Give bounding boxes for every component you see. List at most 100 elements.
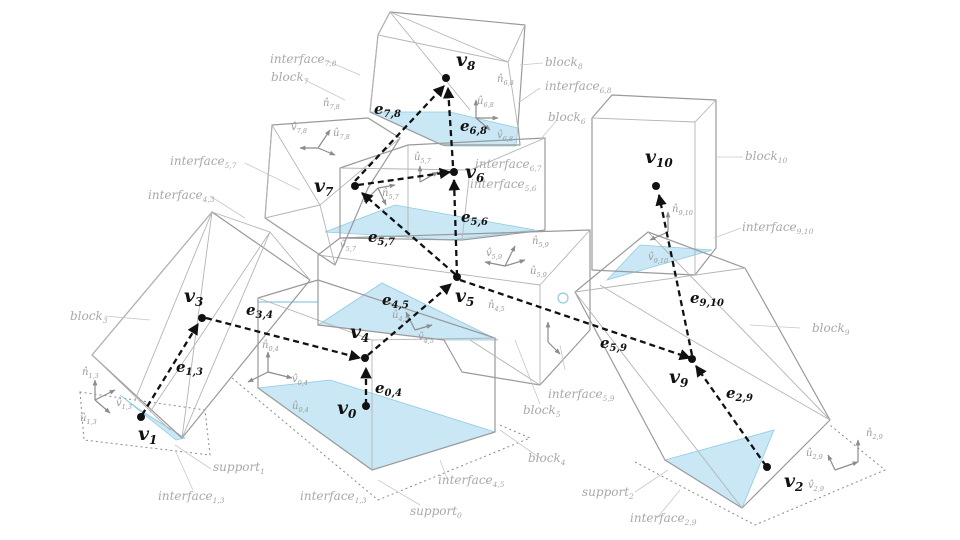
block-10-label: block10 [745, 149, 788, 165]
axis-n-1-3-label: n̂1,3 [82, 367, 99, 380]
edge-6-8 [442, 86, 455, 167]
interface-patches [119, 111, 775, 509]
axis-u-5-7-label: û5,7 [414, 152, 432, 165]
supports [79, 377, 886, 526]
vertex-labels: v0 v1 v2 v3 v4 v5 v6 v7 v8 v9 v10 [138, 49, 803, 494]
support-2-label: support2 [582, 485, 634, 501]
block-6-wireframe [339, 137, 546, 241]
edge-9-10 [655, 193, 694, 356]
block-6-label: block6 [548, 110, 586, 126]
vertex-v9-node [688, 355, 696, 363]
edge-7-8-label: e7,8 [374, 100, 401, 120]
vertex-v9-label: v9 [669, 366, 689, 390]
edge-2-9 [695, 365, 767, 467]
axis-n-0-4-label: n̂0,4 [262, 340, 279, 353]
interface-7-8-label: interface7,8 [270, 52, 337, 68]
edge-4-5-label: e4,5 [382, 291, 409, 311]
interface-6-8-label: interface6,8 [545, 79, 612, 95]
vertex-v2-node [763, 463, 771, 471]
edge-9-10-label: e9,10 [690, 289, 724, 309]
edge-1-3-label: e1,3 [176, 358, 203, 378]
vertex-v2-label: v2 [784, 470, 803, 494]
blocks [91, 11, 831, 509]
edge-3-4 [205, 316, 362, 361]
block-4-label: block4 [528, 451, 566, 467]
vertex-v5-label: v5 [455, 285, 474, 309]
block-9-label: block9 [812, 321, 850, 337]
edge-0-4-label: e0,4 [375, 379, 402, 399]
block-7-wireframe [264, 117, 401, 266]
vertex-v0-label: v0 [337, 397, 357, 421]
interface-4-3-label: interface4,3 [148, 188, 215, 204]
vertex-v3-label: v3 [184, 285, 203, 309]
support-0-outline [231, 377, 532, 501]
vertex-v8-label: v8 [456, 49, 476, 73]
axis-n-6-8-label: n̂6,8 [497, 74, 514, 87]
edge-labels: e0,4 e1,3 e3,4 e4,5 e5,6 e5,7 e5,9 e2,9 … [176, 100, 753, 404]
edge-2-9-label: e2,9 [726, 384, 753, 404]
vertex-v7-label: v7 [314, 175, 334, 199]
axis-v-1-3-label: v̂1,3 [116, 398, 132, 411]
edge-5-6-label: e5,6 [461, 208, 488, 228]
interface-5-9-label: interface5,9 [548, 387, 615, 403]
axis-v-2-9-label: v̂2,9 [808, 480, 824, 493]
edge-4-5 [367, 283, 452, 356]
interface-2-9-label: interface2,9 [630, 511, 697, 527]
interface-4-5-label: interface4,5 [438, 473, 505, 489]
graph-vertices [137, 74, 771, 471]
vertex-v4-node [361, 354, 369, 362]
vertex-v0-node [362, 402, 370, 410]
axis-v-6-8-label: v̂6,8 [497, 130, 513, 143]
edge-3-4-label: e3,4 [246, 301, 273, 321]
interface-9-10-patch [605, 244, 713, 281]
vertex-v6-node [450, 168, 458, 176]
block-9-wireframe [574, 231, 831, 509]
support-1-outline [79, 391, 211, 456]
axis-n-4-5-label: n̂4,5 [488, 300, 505, 313]
vertex-v8-node [442, 74, 450, 82]
edge-7-6 [357, 167, 452, 187]
axis-u-0-4-label: û0,4 [292, 401, 309, 414]
axis-v-7-8-label: v̂7,8 [291, 122, 307, 135]
axis-v-5-9-label: v̂5,9 [486, 248, 502, 261]
edge-5-9 [459, 278, 692, 361]
vertex-v10-node [652, 182, 660, 190]
block-3-wireframe [91, 210, 311, 439]
edge-7-8 [354, 85, 445, 182]
vertex-v3-node [198, 314, 206, 322]
block-8-label: block8 [545, 55, 583, 71]
interface-1-3-label-left: interface1,3 [158, 489, 225, 505]
support-0-label: support0 [410, 504, 462, 520]
axis-u-2-9-label: û2,9 [806, 448, 823, 461]
block-5-label: block5 [523, 403, 561, 419]
grey-labels: block3 block4 block5 block7 block8 block… [70, 52, 850, 527]
block-7-label: block7 [271, 70, 309, 86]
axis-u-4-5-label: û4,5 [392, 310, 409, 323]
edge-5-6 [448, 178, 461, 277]
vertex-v5-node [453, 273, 461, 281]
block-3-label: block3 [70, 309, 108, 325]
axis-n-9-10-label: n̂9,10 [672, 204, 693, 217]
axis-n-7-8-label: n̂7,8 [323, 98, 340, 111]
interface-1-3-label-bottom: interface1,3 [300, 489, 367, 505]
axis-n-2-9-label: n̂2,9 [866, 428, 883, 441]
axis-u-1-3-label: û1,3 [80, 413, 97, 426]
axis-v-4-5-label: v̂4,5 [418, 332, 434, 345]
axis-labels: n̂1,3 v̂1,3 û1,3 n̂0,4 v̂0,4 û0,4 n̂7,8 … [80, 74, 883, 493]
edge-5-7 [361, 192, 456, 275]
vertex-v1-node [137, 413, 145, 421]
interface-9-10-label: interface9,10 [742, 220, 814, 236]
block-8-wireframe [369, 11, 526, 146]
vertex-v7-node [351, 182, 359, 190]
edge-5-7-label: e5,7 [368, 228, 395, 248]
vertex-v6-label: v6 [465, 161, 485, 185]
interface-4-5-patch [316, 282, 499, 341]
axis-v-0-4-label: v̂0,4 [292, 374, 308, 387]
vertex-v10-label: v10 [645, 146, 673, 170]
support-2-outline [634, 424, 886, 526]
axis-v-5-7-label: v̂5,7 [340, 240, 357, 253]
edge-1-3 [141, 323, 199, 416]
axis-v-9-10-label: v̂9,10 [648, 252, 668, 265]
block-5-wireframe [317, 229, 591, 386]
